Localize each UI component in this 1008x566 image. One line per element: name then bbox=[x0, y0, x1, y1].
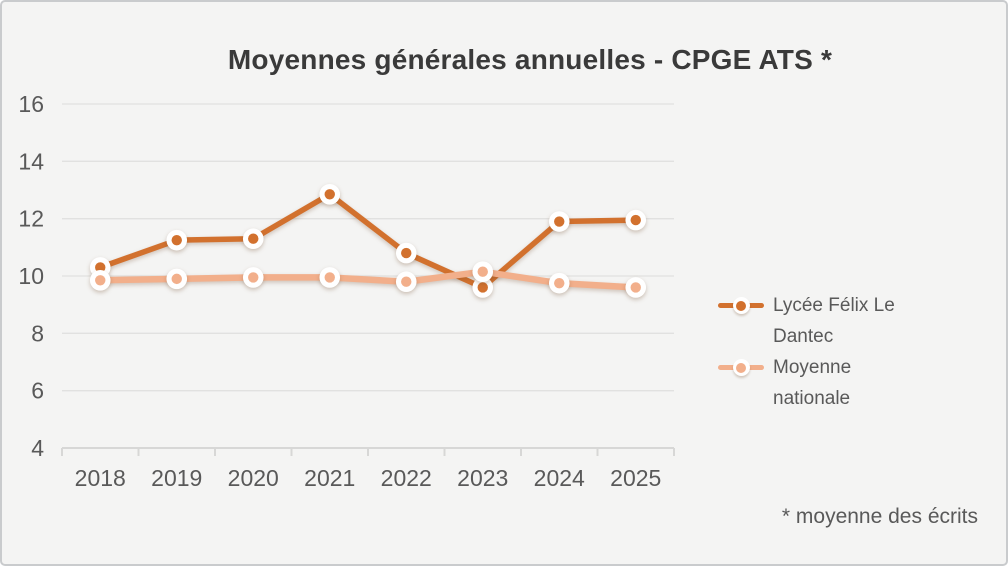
svg-text:16: 16 bbox=[18, 91, 44, 117]
legend-label-lycee-felix-le-dantec: Lycée Félix Le Dantec bbox=[773, 295, 895, 347]
legend-item-lycee-felix-le-dantec: Lycée Félix Le Dantec bbox=[718, 290, 905, 352]
legend-dot-ring bbox=[732, 297, 750, 314]
legend-line-marker-icon bbox=[718, 290, 764, 321]
legend-item-moyenne-nationale: Moyenne nationale bbox=[718, 352, 905, 414]
svg-text:6: 6 bbox=[31, 378, 44, 404]
svg-text:2025: 2025 bbox=[610, 465, 661, 491]
svg-text:2018: 2018 bbox=[75, 465, 126, 491]
chart-footnote: * moyenne des écrits bbox=[781, 505, 978, 528]
legend-dot bbox=[736, 362, 746, 373]
svg-text:2024: 2024 bbox=[534, 465, 585, 491]
legend-line-marker-icon bbox=[718, 352, 764, 383]
svg-text:14: 14 bbox=[18, 148, 44, 174]
chart-legend: Lycée Félix Le Dantec Moyenne nationale bbox=[718, 290, 905, 414]
svg-text:2022: 2022 bbox=[381, 465, 432, 491]
svg-text:2023: 2023 bbox=[457, 465, 508, 491]
legend-label-moyenne-nationale: Moyenne nationale bbox=[773, 357, 852, 409]
chart-title: Moyennes générales annuelles - CPGE ATS … bbox=[227, 44, 833, 75]
svg-text:2019: 2019 bbox=[151, 465, 202, 491]
legend-dot-ring bbox=[732, 359, 750, 376]
svg-text:8: 8 bbox=[31, 320, 44, 346]
svg-text:4: 4 bbox=[31, 435, 44, 461]
svg-text:2020: 2020 bbox=[228, 465, 279, 491]
svg-text:12: 12 bbox=[18, 206, 44, 232]
svg-text:2021: 2021 bbox=[304, 465, 355, 491]
legend-dot bbox=[736, 300, 746, 311]
svg-text:10: 10 bbox=[18, 263, 44, 289]
